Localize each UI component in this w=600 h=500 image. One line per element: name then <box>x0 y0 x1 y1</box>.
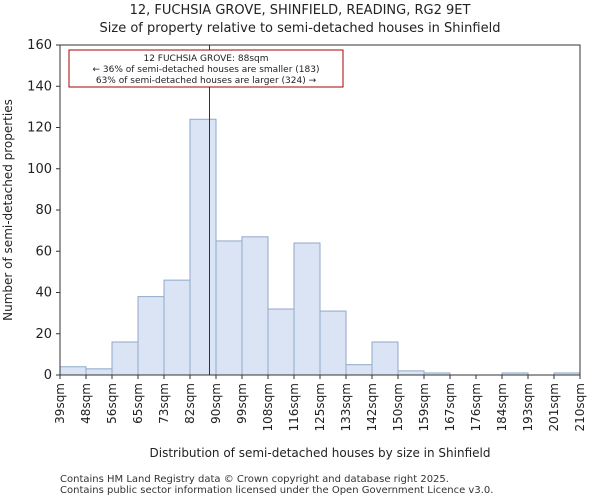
bar-125sqm <box>319 310 347 376</box>
bar-116sqm <box>293 242 321 376</box>
x-tick-label-116sqm: 116sqm <box>287 383 301 431</box>
chart-title: 12, FUCHSIA GROVE, SHINFIELD, READING, R… <box>129 3 471 18</box>
bar-142sqm <box>371 341 399 376</box>
annotation-box <box>68 49 344 88</box>
y-tick-label-120: 120 <box>27 121 52 136</box>
x-tick-label-108sqm: 108sqm <box>261 383 275 431</box>
x-tick-label-82sqm: 82sqm <box>183 383 197 424</box>
x-tick-label-99sqm: 99sqm <box>235 383 249 424</box>
y-tick-label-160: 160 <box>27 38 52 53</box>
y-tick-label-80: 80 <box>35 203 52 218</box>
x-tick-label-159sqm: 159sqm <box>417 383 431 431</box>
y-tick-label-100: 100 <box>27 162 52 177</box>
x-tick-label-142sqm: 142sqm <box>365 383 379 431</box>
bar-90sqm <box>215 240 243 376</box>
y-tick-label-60: 60 <box>35 244 52 259</box>
x-tick-label-201sqm: 201sqm <box>547 383 561 431</box>
x-tick-label-133sqm: 133sqm <box>339 383 353 431</box>
x-tick-label-65sqm: 65sqm <box>131 383 145 424</box>
y-tick-label-0: 0 <box>44 368 52 383</box>
bar-108sqm <box>267 308 295 376</box>
x-tick-label-56sqm: 56sqm <box>105 383 119 424</box>
bar-65sqm <box>137 296 165 376</box>
x-tick-label-39sqm: 39sqm <box>53 383 67 424</box>
annotation-line-3: 63% of semi-detached houses are larger (… <box>96 76 317 86</box>
x-axis-label: Distribution of semi-detached houses by … <box>150 446 491 460</box>
bar-133sqm <box>345 364 373 376</box>
x-tick-label-125sqm: 125sqm <box>313 383 327 431</box>
x-tick-label-167sqm: 167sqm <box>443 383 457 431</box>
bar-73sqm <box>163 279 191 376</box>
bar-82sqm <box>189 118 217 376</box>
bar-56sqm <box>111 341 139 376</box>
y-axis-label: Number of semi-detached properties <box>1 99 15 321</box>
x-tick-label-150sqm: 150sqm <box>391 383 405 431</box>
annotation-line-2: ← 36% of semi-detached houses are smalle… <box>93 65 320 75</box>
y-tick-label-40: 40 <box>35 286 52 301</box>
footer-licence: Contains public sector information licen… <box>60 485 494 496</box>
bar-48sqm <box>85 368 113 376</box>
annotation-line-1: 12 FUCHSIA GROVE: 88sqm <box>143 54 268 64</box>
footer-copyright: Contains HM Land Registry data © Crown c… <box>60 474 449 485</box>
x-tick-label-193sqm: 193sqm <box>521 383 535 431</box>
x-tick-label-48sqm: 48sqm <box>79 383 93 424</box>
x-tick-label-90sqm: 90sqm <box>209 383 223 424</box>
y-tick-label-140: 140 <box>27 79 52 94</box>
x-tick-label-210sqm: 210sqm <box>573 383 587 431</box>
x-tick-label-184sqm: 184sqm <box>495 383 509 431</box>
x-tick-label-176sqm: 176sqm <box>469 383 483 431</box>
bar-39sqm <box>59 366 87 376</box>
bar-150sqm <box>397 370 425 376</box>
y-tick-label-20: 20 <box>35 327 52 342</box>
chart-subtitle: Size of property relative to semi-detach… <box>99 21 501 36</box>
x-tick-label-73sqm: 73sqm <box>157 383 171 424</box>
bar-99sqm <box>241 236 269 376</box>
